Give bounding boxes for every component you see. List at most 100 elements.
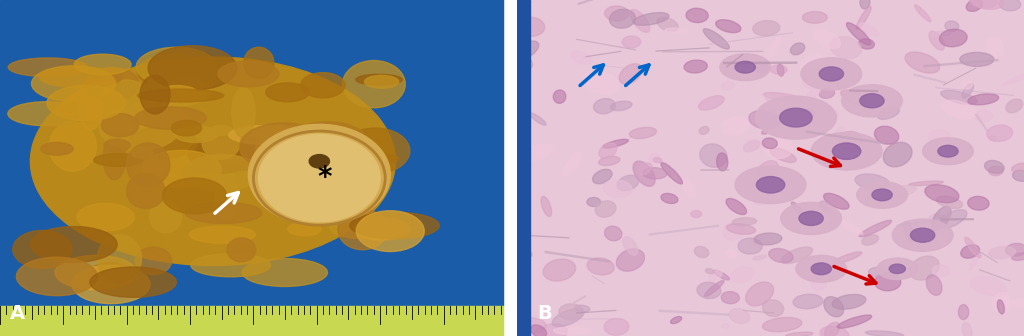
Ellipse shape (967, 0, 982, 11)
Ellipse shape (910, 228, 935, 242)
Ellipse shape (699, 144, 727, 167)
Ellipse shape (148, 46, 237, 90)
Ellipse shape (738, 238, 762, 254)
Ellipse shape (85, 68, 139, 100)
Ellipse shape (834, 252, 862, 264)
Ellipse shape (999, 0, 1021, 11)
Ellipse shape (859, 23, 879, 36)
Ellipse shape (958, 304, 969, 320)
Ellipse shape (874, 126, 899, 144)
Ellipse shape (703, 29, 729, 49)
Ellipse shape (743, 139, 761, 151)
Ellipse shape (185, 202, 262, 223)
Ellipse shape (823, 193, 849, 209)
Ellipse shape (874, 273, 901, 291)
Ellipse shape (722, 117, 750, 135)
Ellipse shape (833, 294, 866, 309)
Ellipse shape (699, 126, 709, 134)
Ellipse shape (665, 28, 688, 33)
Ellipse shape (765, 94, 780, 109)
Ellipse shape (594, 98, 615, 114)
Ellipse shape (287, 122, 369, 164)
Ellipse shape (530, 325, 547, 336)
Ellipse shape (697, 282, 721, 299)
Ellipse shape (534, 324, 567, 336)
Ellipse shape (269, 171, 298, 202)
Ellipse shape (780, 202, 842, 235)
Ellipse shape (343, 60, 406, 108)
Ellipse shape (862, 235, 879, 245)
Ellipse shape (31, 226, 117, 262)
Ellipse shape (301, 73, 345, 98)
Ellipse shape (765, 138, 793, 159)
Ellipse shape (684, 60, 708, 73)
Ellipse shape (877, 258, 918, 280)
Ellipse shape (340, 128, 410, 174)
Ellipse shape (726, 250, 736, 258)
Ellipse shape (841, 90, 865, 105)
Ellipse shape (258, 134, 380, 222)
Ellipse shape (137, 89, 223, 102)
Ellipse shape (691, 211, 701, 218)
Ellipse shape (698, 96, 724, 110)
Ellipse shape (630, 9, 650, 32)
Ellipse shape (824, 322, 840, 336)
Ellipse shape (244, 47, 273, 78)
Ellipse shape (811, 263, 831, 275)
Ellipse shape (781, 247, 813, 263)
Ellipse shape (520, 144, 553, 161)
Ellipse shape (735, 61, 756, 73)
Ellipse shape (610, 101, 632, 111)
Ellipse shape (933, 265, 949, 277)
Ellipse shape (992, 293, 1009, 310)
Ellipse shape (938, 235, 946, 251)
Ellipse shape (617, 175, 639, 191)
Ellipse shape (936, 196, 963, 208)
Ellipse shape (12, 230, 72, 268)
Ellipse shape (40, 67, 122, 88)
Ellipse shape (189, 226, 255, 243)
Ellipse shape (889, 264, 905, 274)
Ellipse shape (554, 327, 592, 335)
Ellipse shape (171, 120, 202, 136)
Ellipse shape (987, 125, 1013, 141)
Ellipse shape (656, 17, 678, 31)
Ellipse shape (288, 222, 322, 236)
Ellipse shape (74, 54, 131, 75)
Ellipse shape (847, 23, 870, 45)
Ellipse shape (137, 54, 210, 89)
Ellipse shape (764, 92, 803, 102)
Ellipse shape (938, 213, 950, 218)
Ellipse shape (793, 294, 823, 309)
Ellipse shape (927, 275, 942, 295)
Ellipse shape (878, 107, 899, 119)
Ellipse shape (796, 255, 847, 282)
Ellipse shape (974, 110, 992, 122)
Ellipse shape (939, 29, 967, 47)
Text: *: * (317, 164, 332, 192)
Ellipse shape (595, 201, 616, 217)
Ellipse shape (174, 126, 218, 142)
Ellipse shape (41, 142, 74, 155)
Ellipse shape (928, 214, 947, 230)
Ellipse shape (909, 256, 939, 280)
Ellipse shape (763, 318, 802, 332)
Ellipse shape (968, 94, 998, 105)
Ellipse shape (682, 179, 696, 197)
Ellipse shape (518, 248, 532, 257)
Ellipse shape (249, 124, 390, 225)
Ellipse shape (604, 6, 629, 21)
Ellipse shape (1014, 298, 1024, 307)
Ellipse shape (49, 122, 96, 171)
Ellipse shape (354, 218, 410, 240)
Ellipse shape (753, 255, 766, 260)
Ellipse shape (638, 163, 652, 175)
Ellipse shape (905, 52, 940, 73)
Text: B: B (538, 303, 552, 323)
Ellipse shape (754, 62, 768, 73)
Ellipse shape (811, 280, 826, 290)
Ellipse shape (278, 131, 364, 167)
Ellipse shape (745, 282, 773, 306)
Ellipse shape (969, 0, 1004, 9)
Ellipse shape (988, 166, 1004, 176)
